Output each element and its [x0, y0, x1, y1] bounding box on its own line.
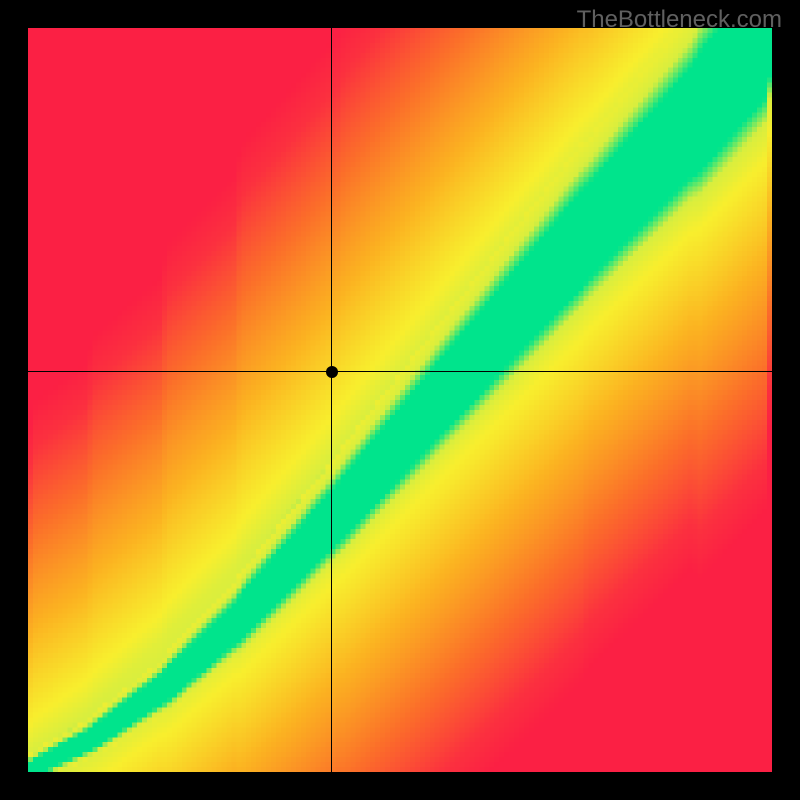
plot-frame — [28, 28, 772, 772]
crosshair-horizontal — [28, 371, 772, 372]
watermark-text: TheBottleneck.com — [577, 6, 782, 34]
heatmap-canvas — [28, 28, 772, 772]
chart-root: TheBottleneck.com — [0, 0, 800, 800]
crosshair-vertical — [331, 28, 332, 772]
crosshair-marker — [326, 366, 338, 378]
